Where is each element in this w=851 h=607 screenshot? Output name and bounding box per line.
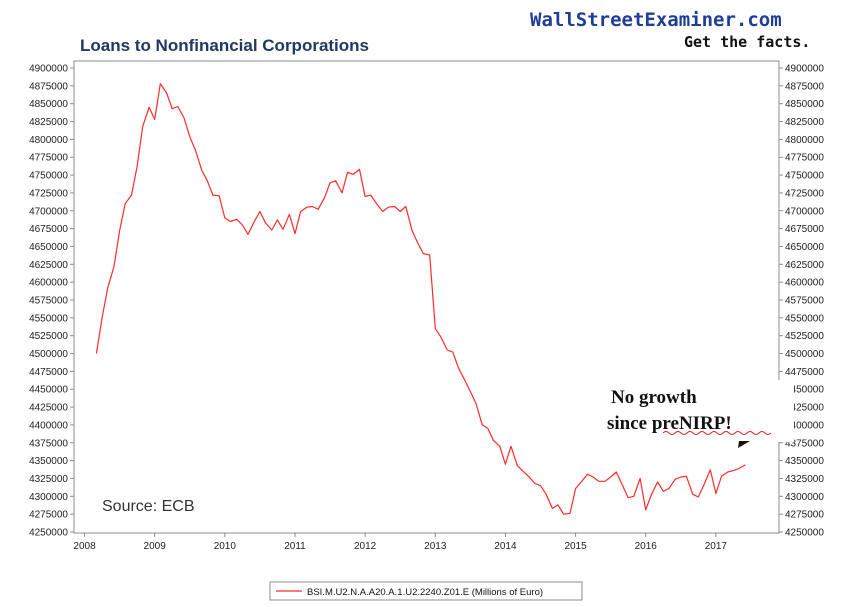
y-tick-label-right: 4325000 bbox=[785, 474, 824, 485]
y-tick-label-left: 4650000 bbox=[29, 242, 68, 253]
x-tick-label: 2008 bbox=[73, 541, 96, 552]
y-tick-label-right: 4775000 bbox=[785, 153, 824, 164]
y-tick-label-left: 4825000 bbox=[29, 117, 68, 128]
y-tick-label-right: 4400000 bbox=[785, 420, 824, 431]
x-tick-label: 2013 bbox=[424, 541, 447, 552]
y-tick-label-left: 4475000 bbox=[29, 367, 68, 378]
y-tick-label-left: 4425000 bbox=[29, 403, 68, 414]
y-tick-label-left: 4775000 bbox=[29, 153, 68, 164]
x-tick-label: 2009 bbox=[144, 541, 167, 552]
x-tick-label: 2014 bbox=[494, 541, 517, 552]
y-tick-label-right: 4500000 bbox=[785, 349, 824, 360]
source-annotation: Source: ECB bbox=[102, 498, 194, 515]
y-tick-label-left: 4550000 bbox=[29, 313, 68, 324]
y-tick-label-left: 4575000 bbox=[29, 296, 68, 307]
y-tick-label-right: 4800000 bbox=[785, 135, 824, 146]
series-layer bbox=[95, 83, 746, 515]
y-tick-label-left: 4375000 bbox=[29, 438, 68, 449]
legend-label: BSI.M.U2.N.A.A20.A.1.U2.2240.Z01.E (Mill… bbox=[307, 587, 543, 598]
y-tick-label-right: 4275000 bbox=[785, 510, 824, 521]
y-tick-label-right: 4425000 bbox=[785, 403, 824, 414]
y-tick-label-right: 4250000 bbox=[785, 528, 824, 539]
site-brand[interactable]: WallStreetExaminer.com bbox=[530, 9, 782, 31]
y-tick-label-left: 4700000 bbox=[29, 206, 68, 217]
y-tick-label-left: 4250000 bbox=[29, 528, 68, 539]
y-tick-label-left: 4800000 bbox=[29, 135, 68, 146]
y-tick-label-right: 4875000 bbox=[785, 81, 824, 92]
site-tagline: Get the facts. bbox=[684, 33, 810, 51]
y-tick-label-right: 4300000 bbox=[785, 492, 824, 503]
y-tick-label-right: 4625000 bbox=[785, 260, 824, 271]
y-tick-label-left: 4400000 bbox=[29, 420, 68, 431]
callout-arrow-icon bbox=[738, 441, 750, 448]
y-tick-label-left: 4600000 bbox=[29, 278, 68, 289]
y-tick-label-right: 4750000 bbox=[785, 171, 824, 182]
y-tick-label-left: 4450000 bbox=[29, 385, 68, 396]
x-tick-label: 2015 bbox=[564, 541, 587, 552]
y-tick-label-right: 4850000 bbox=[785, 99, 824, 110]
y-tick-label-left: 4675000 bbox=[29, 224, 68, 235]
y-tick-label-left: 4900000 bbox=[29, 64, 68, 75]
legend-box bbox=[269, 581, 583, 601]
y-tick-label-right: 4600000 bbox=[785, 278, 824, 289]
callout-line-1: No growth bbox=[611, 387, 697, 408]
x-tick-label: 2011 bbox=[284, 541, 306, 552]
y-tick-label-left: 4350000 bbox=[29, 456, 68, 467]
y-tick-label-right: 4525000 bbox=[785, 331, 824, 342]
y-tick-label-left: 4500000 bbox=[29, 349, 68, 360]
x-tick-label: 2016 bbox=[635, 541, 658, 552]
y-tick-label-right: 4825000 bbox=[785, 117, 824, 128]
y-tick-label-left: 4725000 bbox=[29, 188, 68, 199]
y-tick-label-right: 4375000 bbox=[785, 438, 824, 449]
y-tick-label-left: 4300000 bbox=[29, 492, 68, 503]
y-tick-label-right: 4575000 bbox=[785, 296, 824, 307]
y-tick-label-left: 4625000 bbox=[29, 260, 68, 271]
chart-title: Loans to Nonfinancial Corporations bbox=[80, 36, 369, 55]
y-tick-label-right: 4900000 bbox=[785, 64, 824, 75]
y-tick-label-left: 4750000 bbox=[29, 171, 68, 182]
series-line bbox=[95, 83, 746, 515]
y-tick-label-right: 4700000 bbox=[785, 206, 824, 217]
y-tick-label-right: 4650000 bbox=[785, 242, 824, 253]
y-axis-left: 4250000 4275000 4300000 4325000 4350000 43750… bbox=[29, 64, 74, 539]
spellcheck-underline bbox=[662, 431, 772, 435]
x-tick-label: 2017 bbox=[705, 541, 728, 552]
x-tick-label: 2010 bbox=[214, 541, 237, 552]
plot-area bbox=[73, 60, 780, 534]
y-tick-label-left: 4875000 bbox=[29, 81, 68, 92]
y-tick-label-right: 4475000 bbox=[785, 367, 824, 378]
y-tick-label-right: 4550000 bbox=[785, 313, 824, 324]
y-axis-right: 4250000 4275000 4300000 4325000 4350000 43750… bbox=[779, 64, 824, 539]
x-axis: 2008 2009 2010 2011 2012 2013 2014 2015 2016 2017 bbox=[73, 533, 727, 552]
x-tick-label: 2012 bbox=[354, 541, 377, 552]
y-tick-label-left: 4850000 bbox=[29, 99, 68, 110]
y-tick-label-left: 4325000 bbox=[29, 474, 68, 485]
callout-line-2: since preNIRP! bbox=[607, 413, 732, 434]
y-tick-label-left: 4525000 bbox=[29, 331, 68, 342]
y-tick-label-left: 4275000 bbox=[29, 510, 68, 521]
y-tick-label-right: 4675000 bbox=[785, 224, 824, 235]
y-tick-label-right: 4450000 bbox=[785, 385, 824, 396]
y-tick-label-right: 4725000 bbox=[785, 188, 824, 199]
y-tick-label-right: 4350000 bbox=[785, 456, 824, 467]
